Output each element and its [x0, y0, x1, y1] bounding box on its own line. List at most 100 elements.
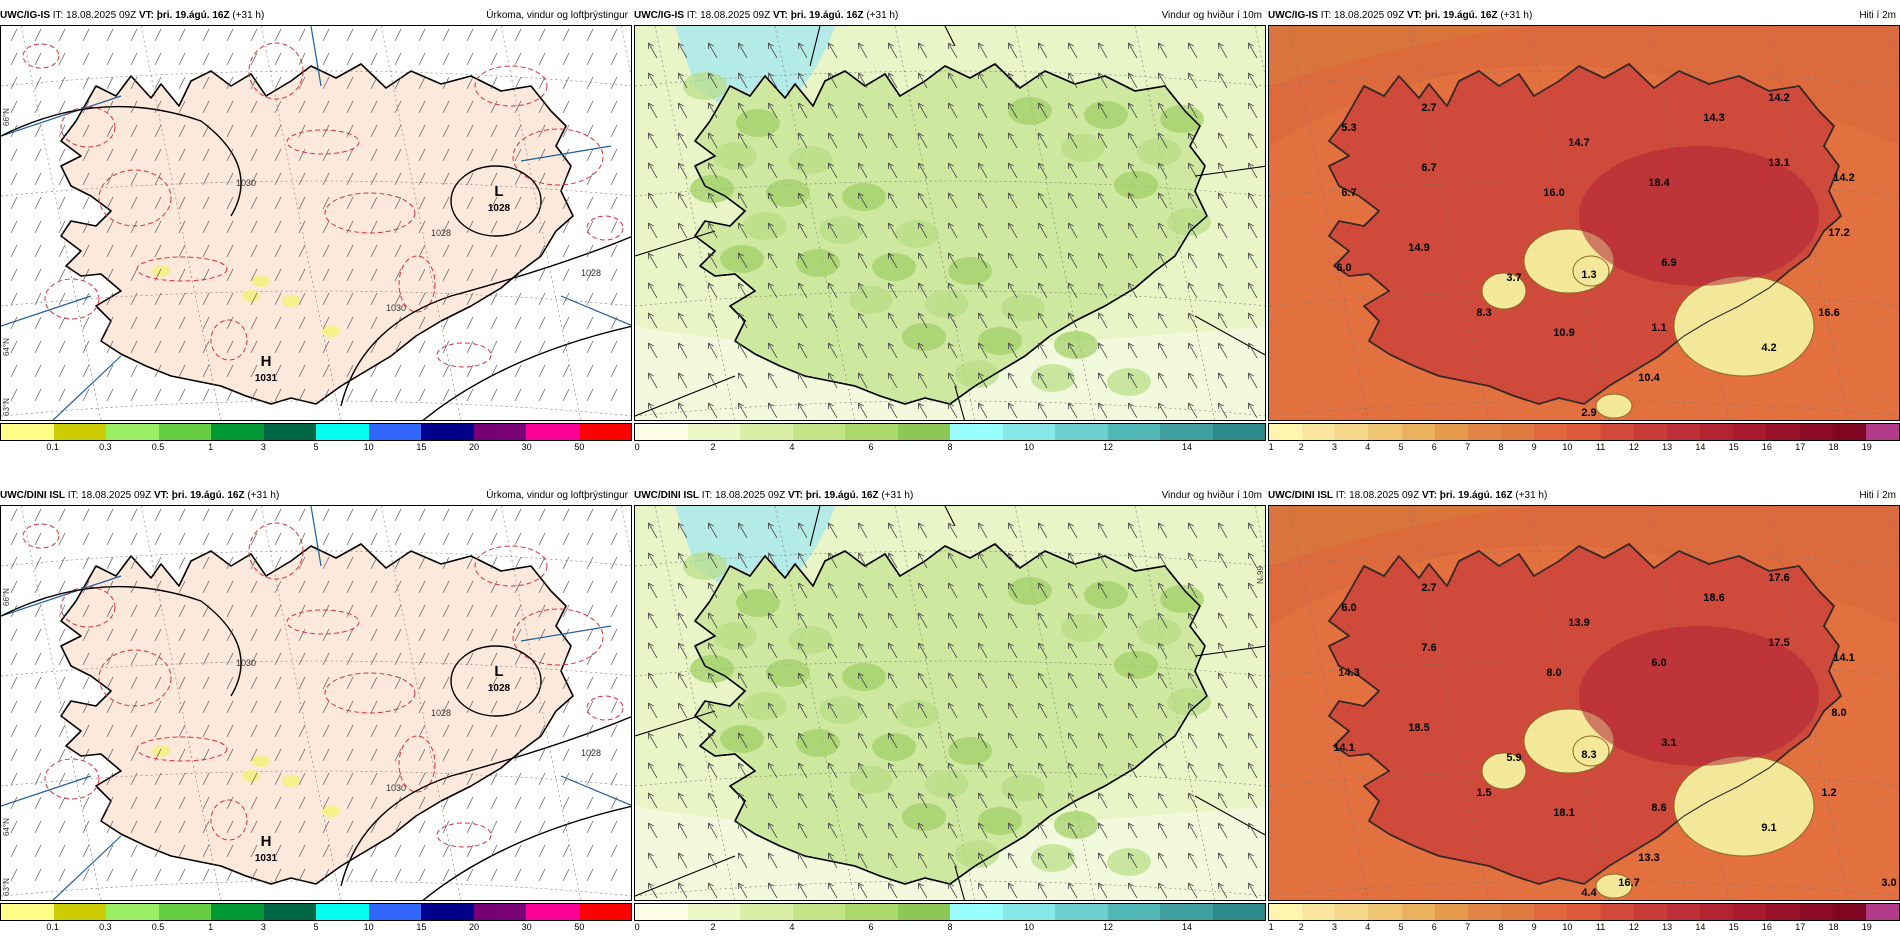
color-scale-swatch — [1160, 424, 1213, 440]
color-scale-tick: 0.5 — [151, 922, 165, 932]
color-scale-tick: 1 — [1268, 442, 1274, 452]
color-scale-tick: 2 — [710, 922, 716, 932]
temperature-label: 14.2 — [1833, 172, 1854, 184]
color-scale-tick: 2 — [1298, 442, 1304, 452]
color-scale-tick: 8 — [947, 442, 953, 452]
color-scale-tick: 8 — [1498, 922, 1504, 932]
color-scale-swatch — [526, 424, 579, 440]
color-scale-tick: 14 — [1181, 442, 1193, 452]
color-scale-swatch — [1368, 904, 1402, 920]
temperature-label: 2.7 — [1421, 582, 1436, 594]
color-scale-ticks: 0 2 4 6 8 10 12 14 — [634, 922, 1266, 934]
color-scale-swatch — [1633, 904, 1667, 920]
temperature-label: 4.2 — [1761, 342, 1776, 354]
color-scale-tick: 10 — [363, 442, 374, 452]
panel-model-label: UWC/IG-IS — [0, 10, 50, 21]
color-scale-tick: 11 — [1595, 922, 1606, 932]
temperature-label: 8.6 — [1651, 802, 1666, 814]
color-scale-swatch — [1212, 424, 1265, 440]
temperature-label: 6.0 — [1651, 657, 1666, 669]
temperature-label: 17.5 — [1768, 637, 1789, 649]
color-scale-tick: 8 — [1498, 442, 1504, 452]
variable-title: Úrkoma, vindur og loftþrýstingur — [486, 490, 628, 501]
temperature-label: 6.0 — [1336, 262, 1351, 274]
color-scale-swatch — [1534, 424, 1568, 440]
latitude-label: 63°N — [2, 878, 11, 896]
color-scale-tick: 7 — [1465, 922, 1471, 932]
temperature-label: 18.4 — [1648, 177, 1670, 189]
color-scale-tick: 0 — [634, 922, 640, 932]
color-scale-swatch — [687, 904, 740, 920]
temperature-label: 6.0 — [1341, 602, 1356, 614]
color-scale-bar — [634, 423, 1266, 441]
color-scale-tick: 14 — [1181, 922, 1193, 932]
variable-title: Vindur og hviður í 10m — [1161, 10, 1262, 21]
color-scale-swatch — [1467, 424, 1502, 440]
color-scale-swatch — [578, 904, 631, 920]
panel-model-label: UWC/DINI ISL — [634, 490, 699, 501]
panel-model-label: UWC/DINI ISL — [0, 490, 65, 501]
color-scale-swatch — [1107, 424, 1160, 440]
color-scale-tick: 12 — [1102, 922, 1114, 932]
color-scale-swatch — [1501, 904, 1535, 920]
temperature-label: 6.7 — [1421, 162, 1436, 174]
color-scale-swatch — [792, 424, 845, 440]
color-scale-tick: 3 — [1332, 442, 1338, 452]
panel-model-label: UWC/IG-IS — [634, 10, 684, 21]
variable-title: Vindur og hviður í 10m — [1161, 490, 1262, 501]
init-time-label: IT: 18.08.2025 09Z — [686, 10, 771, 21]
temperature-label: 2.9 — [1581, 407, 1596, 419]
color-scale-tick: 6 — [1431, 442, 1437, 452]
color-scale-swatch — [53, 424, 106, 440]
temperature-label: 17.2 — [1828, 227, 1849, 239]
color-scale-tick: 5 — [1398, 442, 1404, 452]
color-scale-ticks: 1 2 3 4 5 6 7 8 9 10 11 12 13 14 15 16 17 18 19 — [1268, 442, 1900, 454]
temperature-label: 14.1 — [1333, 742, 1354, 754]
color-scale-swatch — [1567, 424, 1601, 440]
color-scale-swatch — [316, 904, 369, 920]
color-scale-swatch — [1212, 904, 1265, 920]
temperature-label: 3.0 — [1881, 877, 1896, 889]
panel-header: UWC/IG-IS IT: 18.08.2025 09Z VT: þri. 19… — [1268, 8, 1900, 24]
isobar-label: 1028 — [581, 268, 601, 278]
color-scale-swatch — [473, 904, 526, 920]
color-scale-swatch — [1401, 424, 1435, 440]
color-scale-swatch — [897, 424, 950, 440]
color-scale-swatch — [740, 904, 793, 920]
color-scale-swatch — [740, 424, 793, 440]
high-pressure-value: 1031 — [255, 373, 278, 384]
temperature-label: 16.6 — [1818, 307, 1839, 319]
isobar-label: 1030 — [236, 658, 256, 668]
color-scale-tick: 0.3 — [99, 922, 112, 932]
color-scale-tick: 18 — [1828, 922, 1839, 932]
isobar-label: 1030 — [236, 178, 256, 188]
color-scale-tick: 15 — [1728, 922, 1739, 932]
color-scale-swatch — [106, 904, 159, 920]
color-scale-swatch — [158, 424, 211, 440]
color-scale-swatch — [526, 904, 579, 920]
color-scale-tick: 12 — [1102, 442, 1114, 452]
color-scale-tick: 0.3 — [99, 442, 112, 452]
color-scale-tick: 2 — [710, 442, 716, 452]
color-scale-swatch — [1832, 904, 1866, 920]
color-scale-tick: 12 — [1628, 922, 1639, 932]
color-scale-swatch — [1055, 904, 1108, 920]
color-scale-swatch — [1865, 424, 1899, 440]
color-scale-swatch — [1501, 424, 1535, 440]
color-scale-swatch — [687, 424, 740, 440]
temperature-label: 6.9 — [1661, 257, 1676, 269]
color-scale-swatch — [578, 424, 631, 440]
color-scale-swatch — [1733, 424, 1767, 440]
valid-time-label: VT: þri. 19.ágú. 16Z — [1421, 490, 1513, 501]
variable-title: Hiti í 2m — [1859, 490, 1896, 501]
color-scale-swatch — [368, 424, 421, 440]
map-panel-wind: UWC/IG-IS IT: 18.08.2025 09Z VT: þri. 19… — [634, 8, 1266, 468]
color-scale-swatch — [1160, 904, 1213, 920]
temperature-label: 18.5 — [1408, 722, 1429, 734]
lead-time-label: (+31 h) — [247, 490, 280, 501]
color-scale-tick: 5 — [313, 442, 319, 452]
color-scale-tick: 3 — [1332, 922, 1338, 932]
color-scale-tick: 5 — [1398, 922, 1404, 932]
low-pressure-value: 1028 — [488, 683, 511, 694]
color-scale-swatch — [1269, 424, 1303, 440]
